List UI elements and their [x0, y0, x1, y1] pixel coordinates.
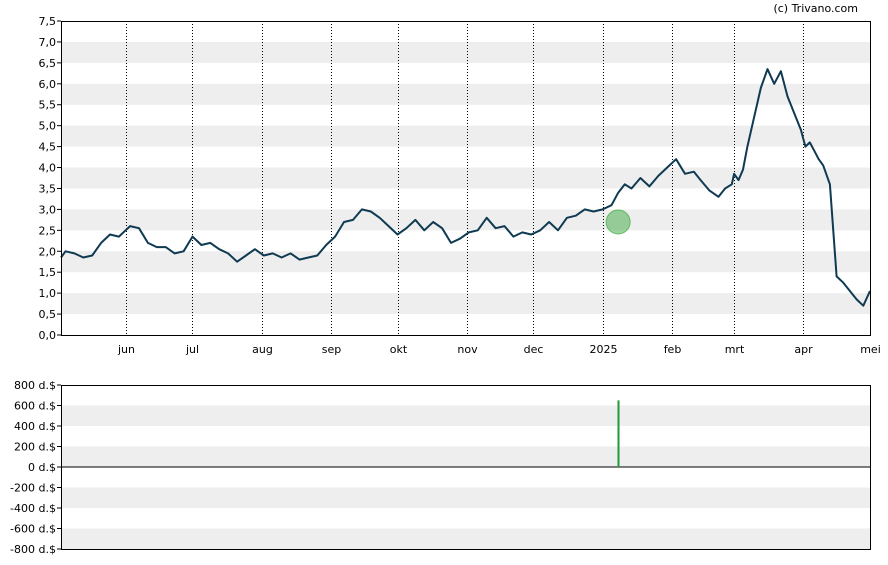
- y-tick-label: 600 d.$: [14, 400, 56, 413]
- y-tick-label: 3,5: [39, 182, 57, 195]
- x-tick-label: 2025: [590, 343, 618, 356]
- y-tick-label: 2,5: [39, 224, 57, 237]
- x-tick-label: mrt: [725, 343, 745, 356]
- y-tick-label: 1,5: [39, 266, 57, 279]
- x-tick-label: okt: [390, 343, 408, 356]
- x-tick-label: feb: [664, 343, 682, 356]
- y-tick-label: -800 d.$: [10, 543, 56, 556]
- y-tick-label: 200 d.$: [14, 441, 56, 454]
- x-tick-label: dec: [524, 343, 544, 356]
- y-tick-label: 0 d.$: [28, 461, 56, 474]
- volume-panel: 800 d.$ 600 d.$ 400 d.$ 200 d.$ 0 d.$ -200 d.…: [10, 379, 871, 556]
- y-tick-label: 6,5: [39, 57, 57, 70]
- y-tick-label: 0,5: [39, 308, 57, 321]
- price-series-line: [60, 68, 871, 307]
- x-tick-label: apr: [794, 343, 813, 356]
- y-tick-label: 7,5: [39, 15, 57, 28]
- y-tick-label: 400 d.$: [14, 420, 56, 433]
- y-tick-label: -400 d.$: [10, 502, 56, 515]
- x-tick-label: jun: [117, 343, 135, 356]
- y-tick-label: 6,0: [39, 78, 57, 91]
- grid-band: [61, 125, 870, 147]
- grid-band: [61, 487, 870, 508]
- plot-frame: [61, 21, 871, 336]
- y-tick-label: 3,0: [39, 203, 57, 216]
- plot-frame: [61, 385, 871, 550]
- y-tick-label: 1,0: [39, 287, 57, 300]
- grid-band: [61, 293, 870, 315]
- x-tick-label: nov: [457, 343, 478, 356]
- price-panel: jun jul aug sep okt nov dec 2025 feb mrt apr mei 0,0…: [39, 15, 881, 356]
- y-tick-label: 4,0: [39, 162, 57, 175]
- grid-band: [61, 528, 870, 549]
- x-tick-label: aug: [252, 343, 273, 356]
- y-tick-label: 800 d.$: [14, 379, 56, 392]
- y-tick-label: 7,0: [39, 36, 57, 49]
- y-tick-label: 5,0: [39, 120, 57, 133]
- x-tick-label: mei: [860, 343, 881, 356]
- grid-band: [61, 405, 870, 426]
- grid-band: [61, 251, 870, 273]
- grid-band: [61, 83, 870, 105]
- grid-band: [61, 209, 870, 231]
- x-tick-label: jul: [185, 343, 199, 356]
- grid-band: [61, 41, 870, 63]
- event-marker: [605, 209, 631, 235]
- y-tick-label: 2,0: [39, 245, 57, 258]
- y-tick-label: -200 d.$: [10, 482, 56, 495]
- y-tick-label: -600 d.$: [10, 523, 56, 536]
- y-tick-label: 0,0: [39, 329, 57, 342]
- grid-band: [61, 167, 870, 189]
- y-tick-label: 5,5: [39, 99, 57, 112]
- credit-text: (c) Trivano.com: [773, 2, 858, 15]
- y-tick-label: 4,5: [39, 141, 57, 154]
- grid-band: [61, 446, 870, 467]
- x-tick-label: sep: [322, 343, 341, 356]
